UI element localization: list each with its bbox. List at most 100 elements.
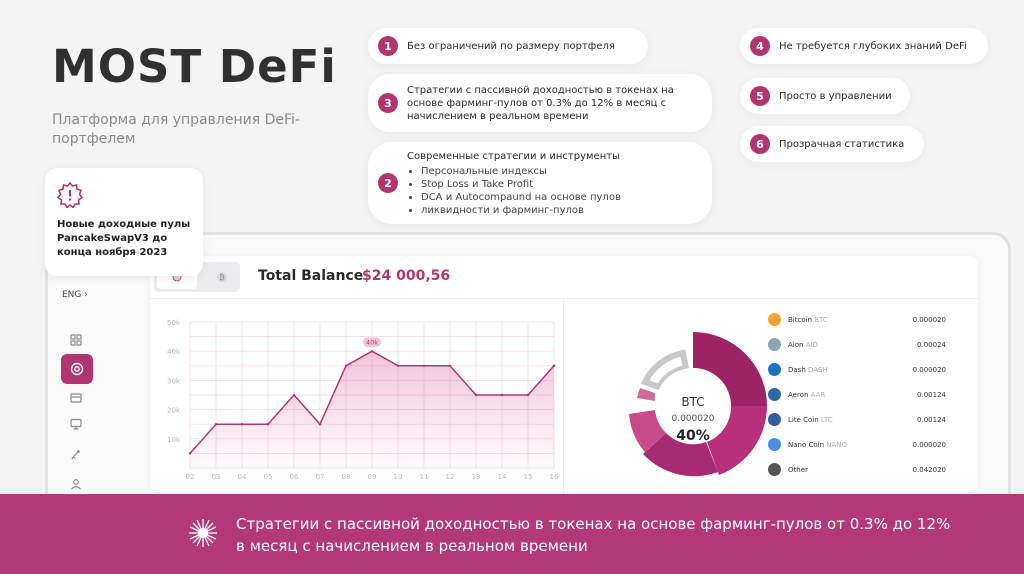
- chart-point: [292, 393, 296, 397]
- x-tick-label: 06: [290, 473, 299, 481]
- y-tick-label: 50k: [167, 319, 181, 327]
- donut-segment-ltc[interactable]: [637, 388, 655, 401]
- chart-point: [552, 364, 556, 367]
- coin-value: 0.000020: [912, 441, 946, 449]
- feature-1-number: 1: [378, 36, 398, 56]
- coin-row[interactable]: Nano Coin NANO 0.000020: [766, 437, 946, 453]
- coin-symbol: AAR: [810, 391, 826, 399]
- x-tick-label: 14: [498, 473, 507, 481]
- feature-3: 3 Стратегии с пассивной доходностью в то…: [368, 74, 712, 132]
- coin-name: Aion AID: [788, 341, 818, 349]
- user-icon[interactable]: [62, 470, 90, 498]
- litecoin-icon: [768, 413, 781, 426]
- coin-name: Dash DASH: [788, 366, 828, 374]
- feature-3-text: Стратегии с пассивной доходностью в токе…: [407, 84, 674, 122]
- coin-value: 0.000020: [912, 366, 946, 374]
- coin-row[interactable]: Other 0.042020: [766, 462, 946, 478]
- banner-text: Стратегии с пассивной доходностью в токе…: [236, 515, 951, 555]
- x-tick-label: 02: [186, 473, 195, 481]
- coin-value: 0.000020: [912, 316, 946, 324]
- donut-value: 0.000020: [671, 414, 715, 424]
- y-tick-label: 30k: [167, 377, 181, 385]
- donut-segment-dash[interactable]: [643, 433, 718, 477]
- chart-point: [500, 393, 504, 397]
- dash-icon: [768, 363, 781, 376]
- bottom-banner: [0, 494, 1024, 574]
- aeron-icon: [768, 388, 781, 401]
- peak-label: 40k: [366, 339, 378, 347]
- monitor-icon[interactable]: [62, 410, 90, 438]
- grid-icon[interactable]: [62, 326, 90, 354]
- notice-text: Новые доходные пулы PancakeSwapV3 до кон…: [57, 219, 191, 258]
- feature-2-item: Персональные индексы: [421, 165, 621, 178]
- coin-symbol: NANO: [826, 441, 848, 449]
- feature-4-text: Не требуется глубоких знаний DeFi: [779, 40, 967, 52]
- feature-2-item: ликвидности и фарминг-пулов: [421, 204, 621, 217]
- feature-4: 4 Не требуется глубоких знаний DeFi: [740, 28, 988, 64]
- wallet-icon[interactable]: [62, 384, 90, 412]
- feature-2: 2 Современные стратегии и инструменты Пе…: [368, 142, 712, 224]
- chevron-right-icon: ›: [84, 290, 88, 300]
- coin-row[interactable]: Aeron AAR 0.00124: [766, 387, 946, 403]
- feature-1: 1 Без ограничений по размеру портфеля: [368, 28, 648, 64]
- coin-symbol: AID: [805, 341, 818, 349]
- donut-center: [655, 368, 731, 444]
- chart-point: [214, 423, 218, 426]
- card-vertical-divider: [563, 298, 564, 492]
- feature-5-number: 5: [750, 86, 770, 106]
- x-tick-label: 11: [420, 473, 429, 481]
- coin-name: Lite Coin LTC: [788, 416, 833, 424]
- donut-segment-btc[interactable]: [693, 332, 767, 406]
- x-tick-label: 10: [394, 473, 403, 481]
- x-tick-label: 13: [472, 473, 481, 481]
- card-divider: [150, 298, 978, 299]
- peak-label-bg: [363, 337, 381, 348]
- bitcoin-toggle-icon[interactable]: ₿: [208, 265, 236, 289]
- donut-label: BTC: [681, 395, 705, 409]
- coin-symbol: LTC: [820, 416, 833, 424]
- coin-value: 0.00024: [917, 341, 946, 349]
- pool-icon[interactable]: [61, 354, 93, 384]
- x-tick-label: 09: [368, 473, 377, 481]
- notice-card: Новые доходные пулы PancakeSwapV3 до кон…: [45, 168, 203, 276]
- chart-point: [474, 393, 478, 397]
- sidebar: ENG ›: [58, 282, 102, 502]
- donut-segment-aion[interactable]: [707, 406, 767, 475]
- aion-icon: [768, 338, 781, 351]
- coin-symbol: BTC: [814, 316, 828, 324]
- coin-row[interactable]: Lite Coin LTC 0.00124: [766, 412, 946, 428]
- brand-subtitle: Платформа для управления DeFi-портфелем: [52, 112, 300, 147]
- rocket-icon[interactable]: [62, 440, 90, 468]
- bitcoin-icon: [768, 313, 781, 326]
- language-selector[interactable]: ENG ›: [62, 290, 88, 300]
- coin-row[interactable]: Aion AID 0.00024: [766, 337, 946, 353]
- portfolio-donut: [629, 332, 767, 477]
- donut-percent: 40%: [676, 428, 710, 444]
- feature-3-number: 3: [378, 93, 398, 113]
- coin-name: Aeron AAR: [788, 391, 826, 399]
- coin-name: Other: [788, 466, 808, 474]
- more-icon: [768, 463, 781, 476]
- coin-name: Bitcoin BTC: [788, 316, 828, 324]
- x-tick-label: 03: [212, 473, 221, 481]
- chart-point: [526, 393, 530, 397]
- coin-row[interactable]: Bitcoin BTC 0.000020: [766, 312, 946, 328]
- balance-chart: 10k 20k 30k 40k 50k 02 03 04 05 06 07 08 09 10 11 12 13 1…: [167, 319, 559, 481]
- donut-segment-aeron[interactable]: [629, 410, 666, 452]
- chart-point: [344, 364, 348, 367]
- feature-2-text: Современные стратегии и инструменты: [407, 150, 620, 162]
- nano-icon: [768, 438, 781, 451]
- chart-point: [240, 423, 244, 426]
- feature-1-text: Без ограничений по размеру портфеля: [407, 40, 615, 52]
- chart-point: [370, 350, 374, 353]
- total-balance-label: Total Balance: [258, 268, 364, 284]
- donut-segment-other[interactable]: [640, 349, 690, 391]
- x-tick-label: 15: [524, 473, 533, 481]
- feature-2-item: Stop Loss и Take Profit: [421, 178, 621, 191]
- feature-6: 6 Прозрачная статистика: [740, 126, 924, 162]
- brand-title: MOST DeFi: [52, 40, 337, 93]
- coin-row[interactable]: Dash DASH 0.000020: [766, 362, 946, 378]
- x-tick-label: 04: [238, 473, 247, 481]
- total-balance-value: $24 000,56: [362, 268, 451, 284]
- feature-6-number: 6: [750, 134, 770, 154]
